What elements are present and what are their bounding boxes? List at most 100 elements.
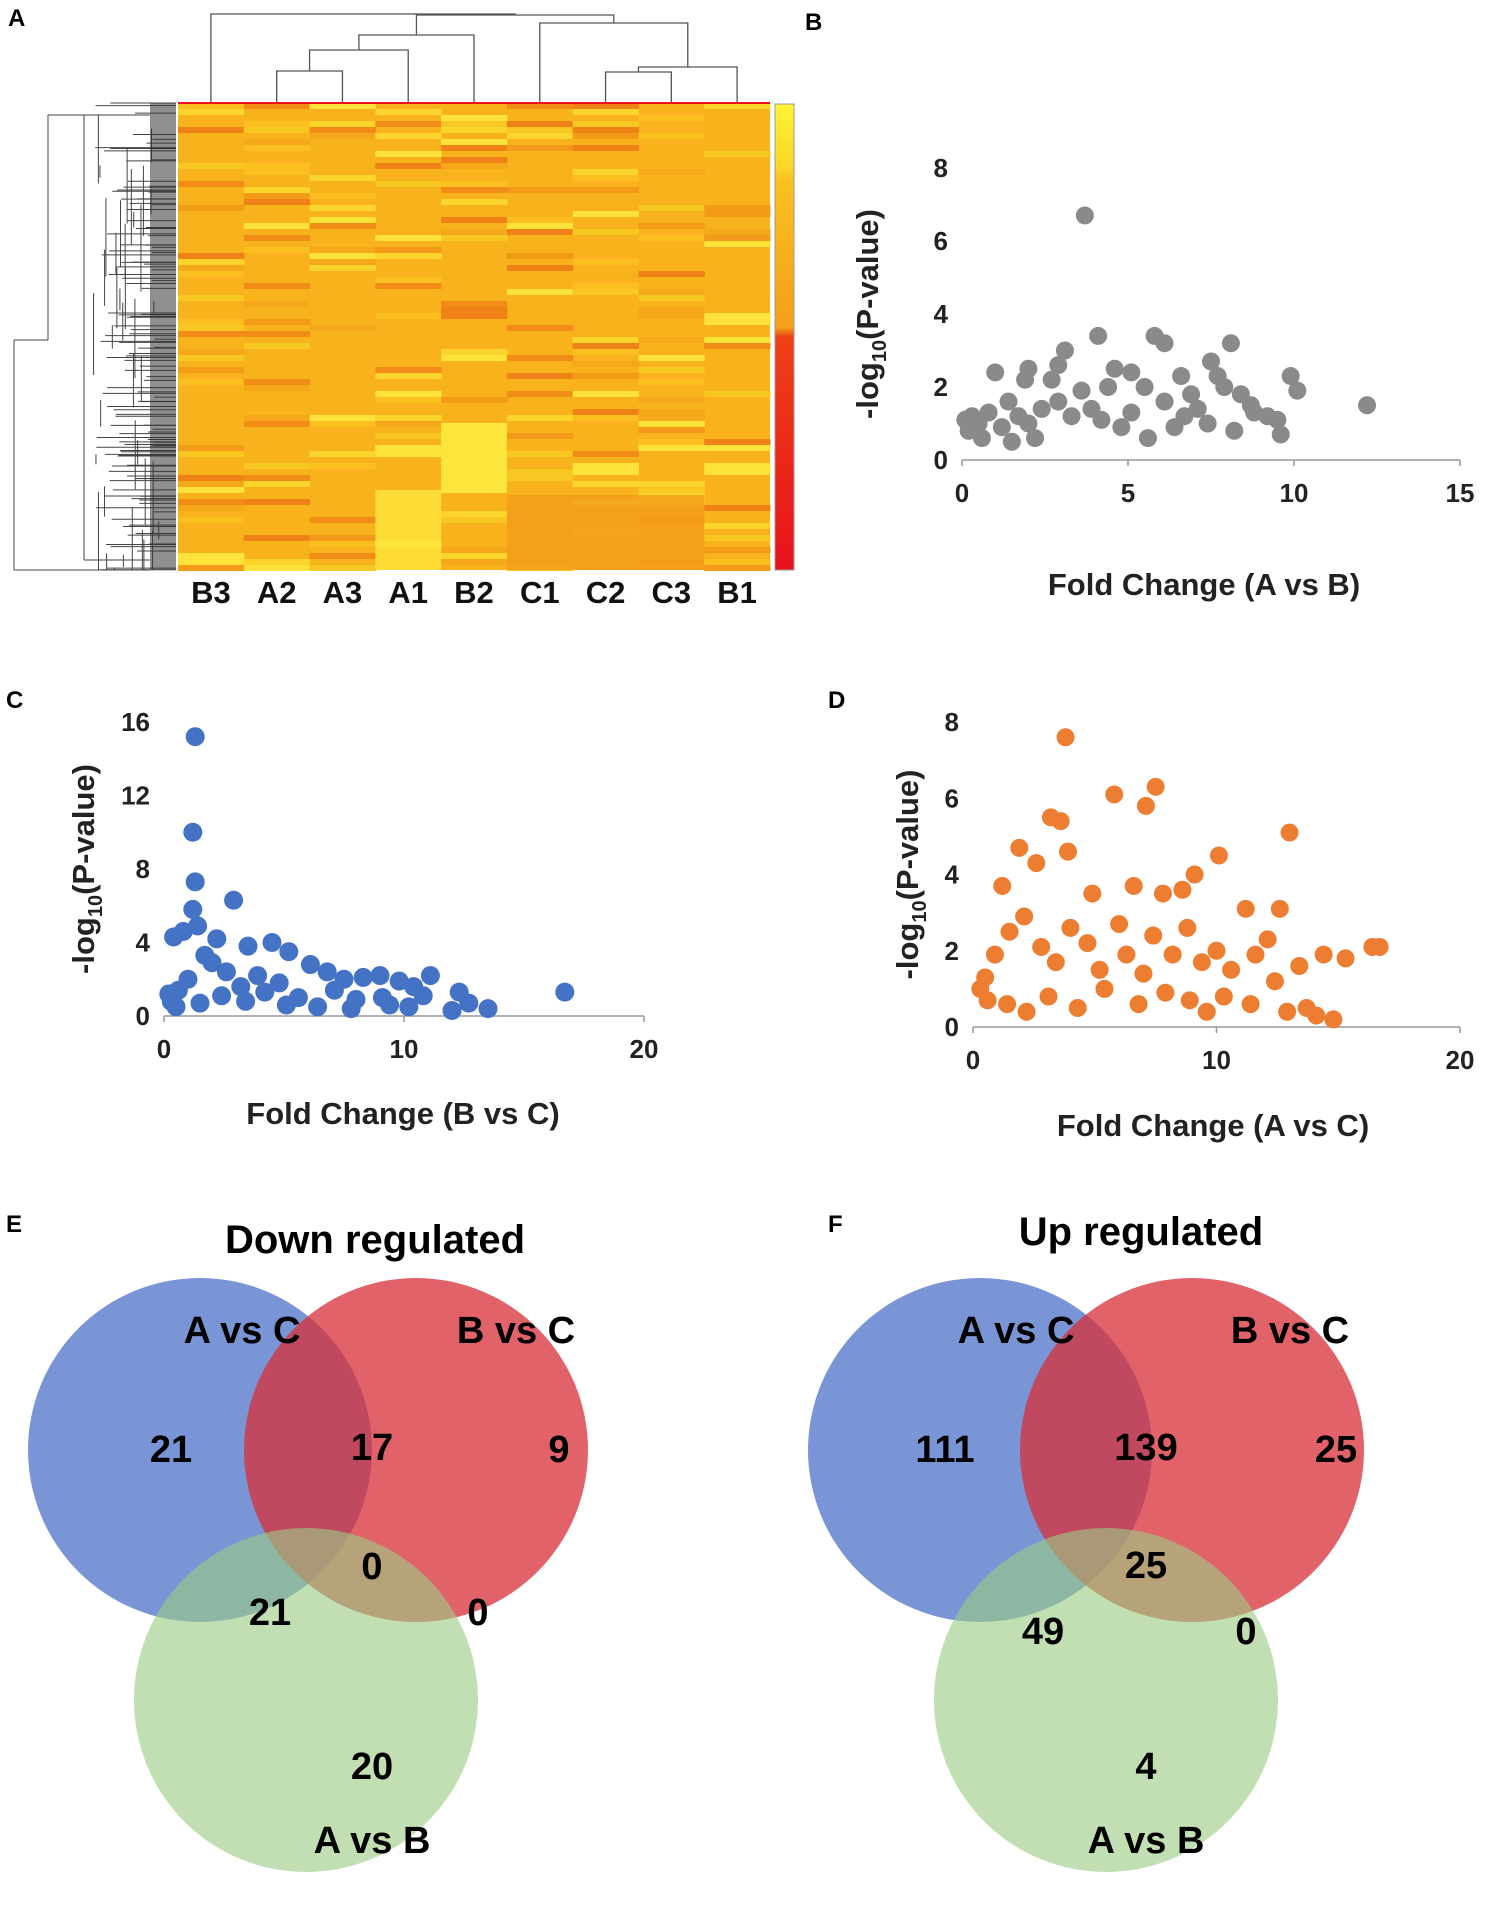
data-point (389, 971, 409, 991)
heatmap-cell (178, 565, 245, 571)
heatmap-cell (441, 355, 508, 361)
data-point (190, 993, 210, 1013)
data-point (324, 980, 344, 1000)
y-tick-label: 12 (121, 781, 150, 811)
data-point (1280, 823, 1299, 842)
heatmap-cell (572, 187, 639, 193)
y-tick-label: 4 (136, 928, 151, 958)
data-point (1236, 899, 1255, 918)
data-point (1117, 945, 1136, 964)
heatmap-cell (309, 223, 376, 229)
data-point (1056, 728, 1075, 747)
heatmap-cell (375, 133, 442, 139)
data-point (372, 988, 392, 1008)
heatmap-cell (638, 439, 705, 445)
data-point (1290, 957, 1309, 975)
heatmap-cell (375, 235, 442, 241)
heatmap (178, 102, 771, 571)
data-point (1105, 785, 1124, 804)
data-point (1146, 777, 1165, 796)
data-point (1155, 334, 1174, 353)
heatmap-cell (506, 253, 574, 259)
heatmap-cell (506, 103, 574, 109)
data-point (413, 986, 433, 1006)
data-point (164, 927, 184, 947)
data-point (1222, 960, 1241, 979)
heatmap-cell (441, 511, 508, 517)
heatmap-cell (704, 337, 771, 343)
heatmap-cell (506, 223, 574, 229)
heatmap-cell (375, 433, 442, 439)
data-point (1016, 370, 1035, 389)
heatmap-cell (178, 325, 245, 331)
heatmap-cell (309, 205, 376, 211)
data-point (370, 966, 390, 986)
heatmap-cell (375, 373, 442, 379)
data-point (1245, 403, 1264, 422)
dendrogram-branch (539, 22, 689, 102)
data-point (399, 997, 419, 1017)
heatmap-cell (441, 115, 508, 121)
data-point (207, 929, 227, 949)
heatmap-cell (243, 139, 311, 145)
data-point (1358, 396, 1377, 415)
data-point (308, 997, 328, 1017)
data-point (1156, 983, 1175, 1002)
data-point (317, 962, 337, 982)
heatmap-cell (704, 445, 771, 451)
data-point (1046, 953, 1065, 972)
heatmap-cell (243, 463, 311, 469)
data-point (1015, 907, 1034, 926)
heatmap-cell (243, 535, 311, 541)
panel-e: E Down regulated A vs C B vs C A vs B 21… (6, 1211, 588, 1872)
heatmap-cell (178, 349, 245, 355)
data-point (236, 991, 256, 1011)
heatmap-cell (309, 247, 376, 253)
heatmap-cell (572, 127, 639, 133)
heatmap-cell (375, 109, 442, 115)
data-point (1135, 378, 1154, 396)
heatmap-cell (441, 313, 508, 319)
row-dendrogram (13, 102, 176, 571)
heatmap-cell (704, 565, 771, 571)
heatmap-cell (243, 247, 311, 253)
heatmap-cell (309, 121, 376, 127)
heatmap-cell (178, 295, 245, 301)
venn-e-ac: 21 (249, 1592, 291, 1634)
venn-e-title: Down regulated (225, 1218, 525, 1262)
data-point (1112, 418, 1131, 437)
data-point (1042, 370, 1061, 389)
data-point (1122, 403, 1141, 422)
heatmap-cell (178, 319, 245, 325)
heatmap-cell (375, 421, 442, 427)
heatmap-cell (638, 367, 705, 373)
venn-e-label-b: B vs C (457, 1310, 575, 1352)
heatmap-cell (638, 487, 705, 493)
heatmap-cell (243, 421, 311, 427)
data-point (1278, 1002, 1297, 1021)
venn-f-only-b: 25 (1315, 1429, 1357, 1471)
heatmap-cell (375, 181, 442, 187)
heatmap-cell (704, 211, 771, 217)
data-point (1281, 367, 1300, 386)
heatmap-cell (704, 547, 771, 553)
heatmap-cell (243, 163, 311, 169)
heatmap-cell (638, 169, 705, 175)
y-tick-label: 8 (934, 153, 948, 183)
heatmap-cell (638, 235, 705, 241)
data-point (1068, 998, 1087, 1017)
data-point (1134, 964, 1153, 983)
heatmap-cell (572, 451, 639, 457)
venn-f-abc: 25 (1125, 1545, 1167, 1587)
heatmap-cell (704, 319, 771, 325)
data-point (1258, 930, 1277, 949)
heatmap-cell (243, 385, 311, 391)
heatmap-cell (506, 187, 574, 193)
heatmap-column-label: C3 (652, 575, 692, 610)
heatmap-cell (441, 301, 508, 307)
heatmap-cell (572, 169, 639, 175)
data-point (1089, 326, 1108, 345)
heatmap-cell (178, 367, 245, 373)
x-tick-label: 0 (966, 1045, 980, 1075)
data-point (262, 933, 282, 952)
